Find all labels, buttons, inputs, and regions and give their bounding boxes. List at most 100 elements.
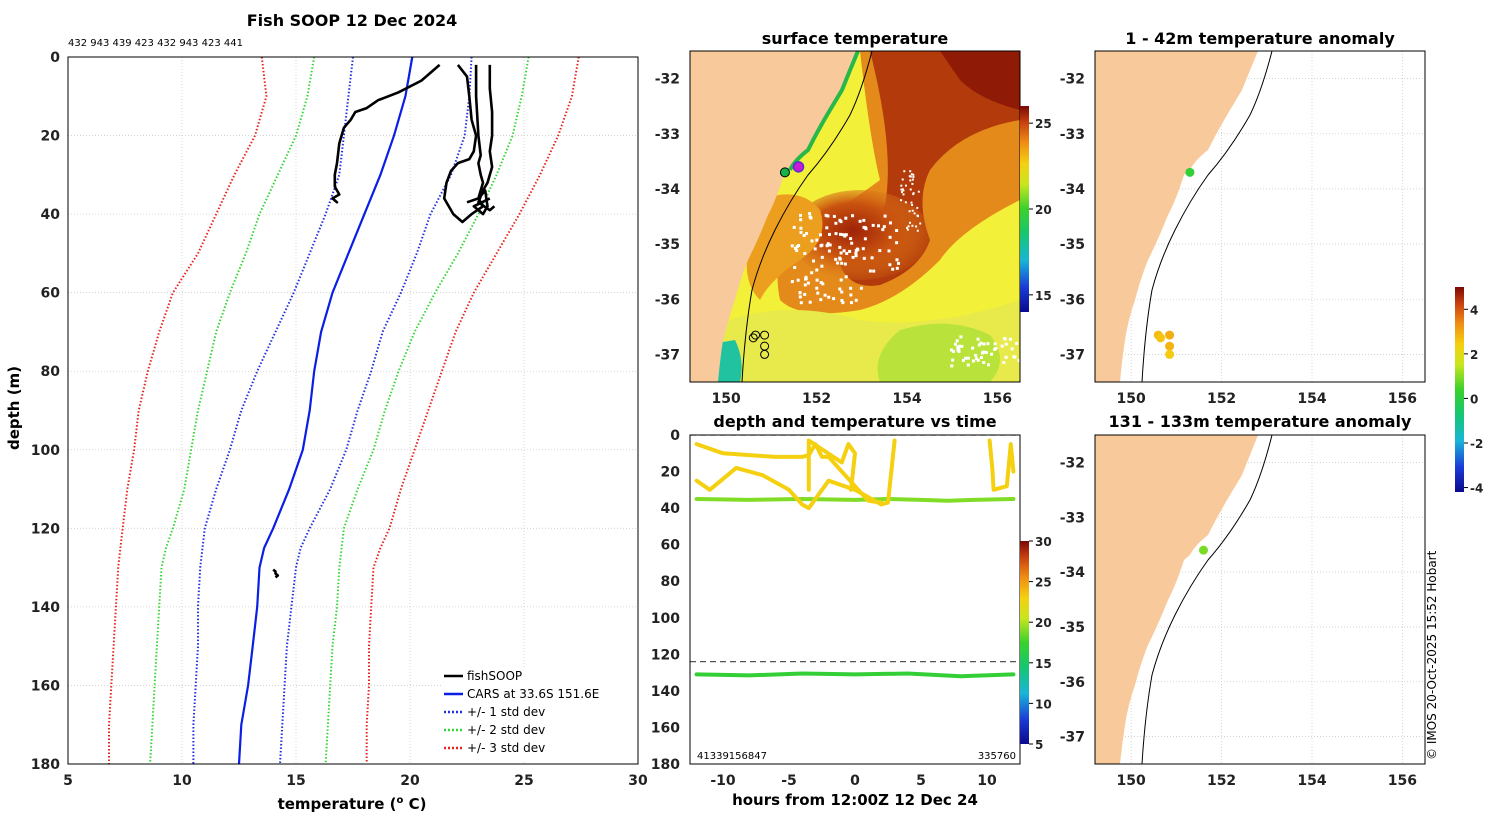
dt-colorbar-label: 25 [1035,576,1052,590]
sst-cloud-pixel [850,241,854,245]
sst-cloud-pixel [851,214,854,218]
sst-cloud-pixel [838,245,842,249]
sst-cloud-pixel [887,249,891,253]
sst-cloud-pixel [1002,361,1006,365]
sst-cloud-pixel [954,342,957,346]
sst-cloud-pixel [1004,355,1008,359]
dt-colorbar-label: 10 [1035,697,1052,711]
profile-std1-low-line [192,56,354,764]
copyright-text: © IMOS 20-Oct-2025 15:52 Hobart [1425,550,1439,760]
sst-offshore-hot [940,51,1020,110]
dt-xtick-label: 10 [977,773,997,789]
sst-cloud-pixel [825,226,829,230]
sst-cloud-pixel [906,226,908,229]
anom-top-points [1153,167,1195,359]
sst-cloud-pixel [912,192,915,195]
sst-cloud-pixel [799,301,803,305]
sst-colorbar-label: 20 [1035,203,1052,217]
sst-cloud-pixel [871,223,875,227]
profile-axes-box [67,56,639,765]
sst-cloud-pixel [956,345,960,349]
sst-cloud-pixel [799,218,803,222]
profile-xtick-label: 10 [172,773,192,789]
dt-series [694,438,1016,679]
sst-cloud-pixel [900,199,902,202]
sst-ytick-label: -33 [655,127,680,143]
profile-fishsoop-cast-d [477,64,496,212]
sst-cloud-pixel [812,259,815,263]
sst-cloud-pixel [868,269,872,273]
sst-cloud-pixel [810,271,814,275]
sst-cloud-pixel [951,358,955,362]
dt-colorbar [1020,541,1029,744]
sst-cloud-pixel [955,339,959,343]
sst-cloud-pixel [839,278,843,282]
sst-cloud-pixel [813,247,817,251]
profile-subtitle: 432 943 439 423 432 943 423 441 [68,38,243,49]
dt-colorbar-label: 20 [1035,616,1052,630]
sst-field [690,51,1020,382]
sst-cloud-pixel [956,348,960,352]
sst-cloud-pixel [820,264,824,268]
sst-cloud-pixel [913,212,916,215]
sst-cloud-pixel [836,261,840,265]
sst-cloud-pixel [883,214,887,218]
anomaly-colorbar-label: -2 [1470,437,1483,451]
sst-cloud-pixel [819,298,823,302]
sst-cloud-pixel [981,351,984,355]
sst-ytick-label: -35 [655,237,680,253]
sst-marker-open [760,330,770,340]
sst-cloud-speckle [790,170,1020,368]
profile-ytick-label: 60 [41,286,61,302]
dt-series-shallow-d [806,438,857,492]
anom-bottom-ytick-label: -37 [1060,730,1085,746]
anom-top-ytick-label: -36 [1060,292,1085,308]
sst-cloud-pixel [1017,359,1020,362]
anom-top-point [1156,333,1166,343]
sst-cloud-pixel [917,215,919,218]
sst-cloud-pixel [834,257,838,261]
sst-cloud-pixel [909,170,912,173]
sst-cloud-pixel [820,243,824,247]
sst-cloud-pixel [840,299,844,302]
anom-top-xtick-label: 152 [1207,391,1236,407]
sst-cloud-pixel [848,249,852,253]
dt-colorbar-ticks: 5 10 15 20 25 30 [1029,535,1052,752]
sst-cloud-pixel [911,209,914,212]
profile-std1-high-line [279,56,473,765]
sst-cloud-pixel [849,286,853,290]
anom-bottom-land [1095,435,1258,764]
profile-ytick-label: 100 [31,443,60,459]
sst-cloud-pixel [904,201,907,204]
sst-cloud-pixel [1010,347,1014,351]
sst-cloud-pixel [915,225,918,228]
sst-cloud-pixel [854,298,858,302]
sst-cloud-pixel [1008,337,1012,341]
sst-cloud-pixel [790,280,794,284]
sst-cloud-pixel [909,175,912,178]
profile-ytick-label: 140 [31,600,60,616]
anom-bottom-xtick-label: 156 [1388,773,1417,789]
sst-ytick-label: -32 [655,72,680,88]
dt-ytick-label: 40 [661,501,681,517]
sst-cloud-pixel [966,363,970,367]
sst-cloud-pixel [855,247,859,251]
sst-cloud-pixel [917,190,920,193]
sst-cloud-pixel [828,232,831,236]
dt-xtick-label: -10 [710,773,736,789]
anom-top-ticks: 150 152 154 156 -32 -33 -34 -35 -36 -37 [1060,72,1417,407]
anomaly-top-panel: 1 - 42m temperature anomaly 150 152 154 156… [1060,29,1426,407]
sst-cloud-pixel [832,297,836,301]
dt-xtick-label: 0 [850,773,860,789]
sst-cloud-pixel [911,178,914,181]
sst-cloud-pixel [845,252,849,255]
sst-xtick-label: 150 [712,391,741,407]
profile-fishsoop-cast-c [472,64,491,216]
anomaly-colorbar [1455,287,1464,492]
dt-corner-right: 335760 [978,751,1016,762]
sst-cloud-pixel [906,228,909,231]
sst-isobath [741,51,873,382]
sst-cloud-pixel [795,245,799,249]
sst-cloud-pixel [854,254,858,258]
sst-cloud-pixel [900,188,903,191]
